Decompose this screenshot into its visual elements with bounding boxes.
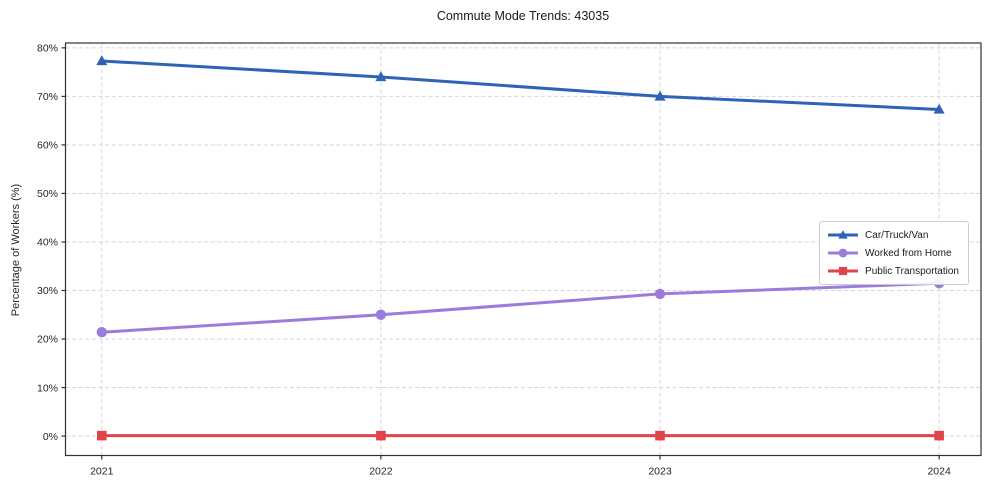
series-line-car-truck-van (100, 59, 941, 111)
series-marker-car-truck-van (654, 90, 666, 101)
legend-sample-marker (838, 248, 848, 258)
series-marker-public-transportation (655, 430, 665, 441)
x-tick-label: 2024 (927, 466, 951, 478)
series-marker-car-truck-van (96, 55, 108, 66)
legend-line-sample-icon (828, 266, 859, 276)
legend-label: Car/Truck/Van (865, 229, 929, 241)
legend-line-sample-icon (828, 230, 859, 239)
legend-item-car-truck-van: Car/Truck/Van (828, 226, 959, 244)
series-marker-public-transportation (96, 430, 107, 441)
series-marker-worked-from-home (654, 288, 666, 300)
x-tick-label: 2023 (648, 466, 672, 478)
series-marker-car-truck-van (375, 71, 387, 82)
series-marker-public-transportation (934, 430, 944, 441)
y-tick-label: 50% (37, 188, 58, 200)
y-tick-label: 80% (37, 43, 58, 55)
chart-title: Commute Mode Trends: 43035 (436, 9, 610, 23)
series-marker-worked-from-home (375, 309, 387, 320)
series-marker-car-truck-van (933, 103, 945, 114)
legend-item-worked-from-home: Worked from Home (828, 244, 959, 262)
plot-border (64, 42, 982, 457)
series-marker-worked-from-home (96, 327, 107, 338)
y-tick-label: 60% (37, 140, 58, 152)
y-tick-label: 10% (37, 382, 58, 394)
x-tick-label: 2022 (369, 466, 393, 478)
y-tick-label: 0% (43, 431, 58, 443)
legend-item-public-transportation: Public Transportation (828, 262, 959, 280)
series-marker-public-transportation (376, 430, 386, 441)
y-tick-label: 20% (37, 334, 58, 346)
legend-label: Public Transportation (865, 265, 959, 277)
x-tick-label: 2021 (90, 466, 114, 478)
series-line-worked-from-home (100, 281, 941, 334)
y-tick-label: 70% (37, 91, 58, 103)
legend-label: Worked from Home (865, 247, 952, 259)
legend-sample-marker (838, 266, 848, 276)
y-tick-label: 40% (37, 237, 58, 249)
legend-sample-marker (838, 230, 848, 239)
y-tick-label: 30% (37, 285, 58, 297)
legend: Car/Truck/Van Worked from Home Public Tr… (819, 221, 969, 285)
legend-line-sample-icon (828, 248, 859, 258)
